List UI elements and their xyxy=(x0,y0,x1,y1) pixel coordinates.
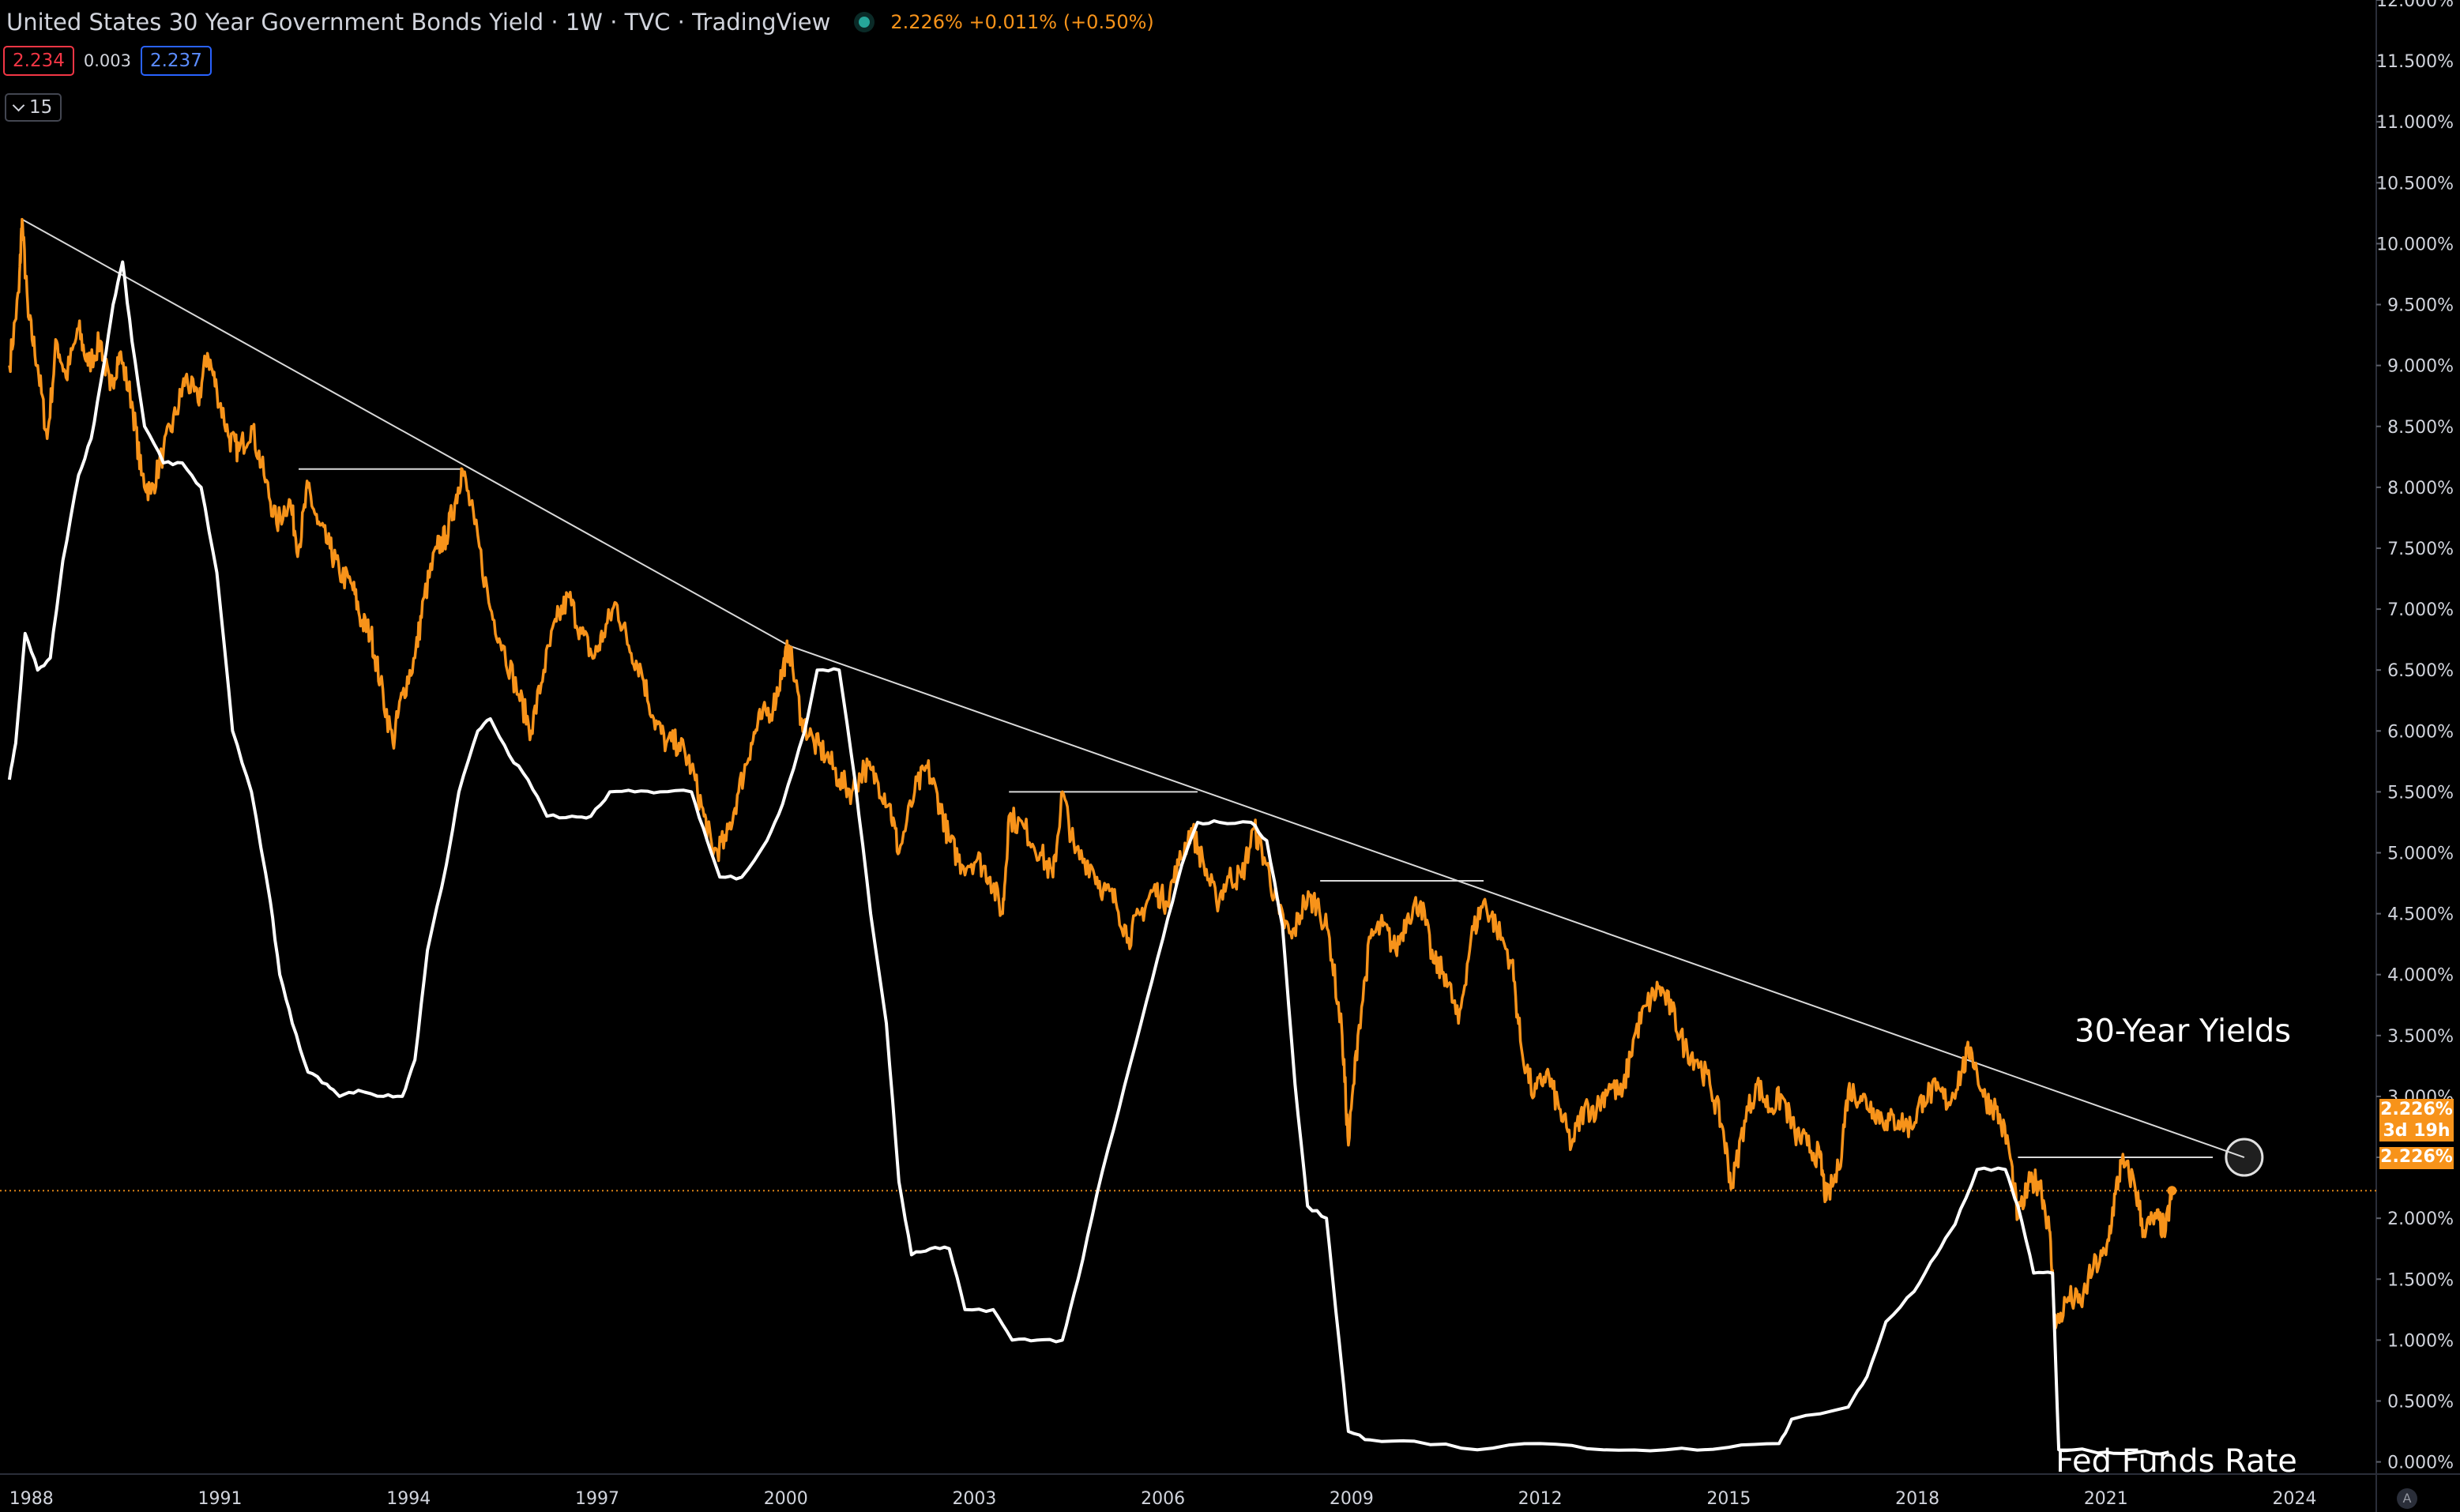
annotation-fed-funds-rate: Fed Funds Rate xyxy=(2056,1443,2297,1480)
y-tick-label: 1.000% xyxy=(2387,1331,2454,1351)
y-tick-label: 6.000% xyxy=(2387,722,2454,742)
x-tick-label: 2015 xyxy=(1706,1489,1751,1509)
x-tick-label: 1988 xyxy=(9,1489,54,1509)
target-circle-marker xyxy=(2225,1138,2264,1177)
y-tick-label: 4.500% xyxy=(2387,905,2454,925)
indicators-toggle[interactable]: 15 xyxy=(5,93,62,122)
chart-header: United States 30 Year Government Bonds Y… xyxy=(6,5,1154,39)
last-quote: 2.226% +0.011% (+0.50%) xyxy=(890,11,1154,33)
y-tick-label: 12.000% xyxy=(2376,0,2454,11)
x-tick-label: 2024 xyxy=(2273,1489,2317,1509)
x-tick-label: 2000 xyxy=(764,1489,808,1509)
y-tick-label: 9.000% xyxy=(2387,357,2454,377)
y-tick-label: 8.500% xyxy=(2387,418,2454,438)
indicator-count: 15 xyxy=(29,97,53,118)
y-tick-label: 10.000% xyxy=(2376,235,2454,254)
symbol-title[interactable]: United States 30 Year Government Bonds Y… xyxy=(6,9,831,36)
x-tick-label: 2009 xyxy=(1330,1489,1374,1509)
y-tick-label: 5.000% xyxy=(2387,844,2454,864)
market-status-icon xyxy=(859,17,871,28)
x-tick-label: 1994 xyxy=(386,1489,431,1509)
x-tick-label: 2006 xyxy=(1141,1489,1185,1509)
x-tick-label: 1997 xyxy=(575,1489,619,1509)
countdown-price-tag: 2.226% 3d 19h xyxy=(2379,1099,2454,1142)
x-tick-label: 2012 xyxy=(1518,1489,1563,1509)
x-tick-label: 1991 xyxy=(198,1489,243,1509)
price-tag-countdown: 3d 19h xyxy=(2383,1121,2451,1141)
y-tick-label: 0.000% xyxy=(2387,1454,2454,1473)
price-tag-value-2: 2.226% xyxy=(2380,1147,2453,1167)
y-tick-label: 1.500% xyxy=(2387,1270,2454,1290)
x-tick-label: 2021 xyxy=(2084,1489,2128,1509)
y-tick-label: 10.500% xyxy=(2376,174,2454,194)
bid-ask-row: 2.234 0.003 2.237 xyxy=(3,46,212,76)
price-tag-value: 2.226% xyxy=(2380,1100,2453,1119)
spread-value: 0.003 xyxy=(83,51,131,70)
last-value-dot xyxy=(2167,1186,2177,1196)
y-tick-label: 4.000% xyxy=(2387,966,2454,986)
y-tick-label: 11.500% xyxy=(2376,52,2454,72)
trendline xyxy=(788,645,2245,1158)
y-tick-label: 9.500% xyxy=(2387,296,2454,316)
y-tick-label: 6.500% xyxy=(2387,661,2454,681)
y-tick-label: 5.500% xyxy=(2387,783,2454,803)
y-tick-label: 11.000% xyxy=(2376,113,2454,133)
auto-scale-button[interactable]: A xyxy=(2397,1488,2417,1509)
last-price-tag: 2.226% xyxy=(2379,1147,2454,1169)
ask-button[interactable]: 2.237 xyxy=(140,46,212,76)
y-tick-label: 7.500% xyxy=(2387,540,2454,559)
y-tick-label: 3.500% xyxy=(2387,1027,2454,1047)
y-tick-label: 7.000% xyxy=(2387,600,2454,620)
chevron-down-icon xyxy=(12,99,25,111)
y-tick-label: 2.000% xyxy=(2387,1209,2454,1229)
bid-button[interactable]: 2.234 xyxy=(3,46,74,76)
y-tick-label: 0.500% xyxy=(2387,1392,2454,1412)
x-tick-label: 2018 xyxy=(1895,1489,1939,1509)
trendline xyxy=(21,218,790,647)
annotation-30-year-yields: 30-Year Yields xyxy=(2074,1014,2291,1050)
y-tick-label: 8.000% xyxy=(2387,479,2454,498)
fed-funds-series-line xyxy=(7,260,2169,1456)
x-tick-label: 2003 xyxy=(952,1489,996,1509)
yield-series-line xyxy=(8,217,2174,1330)
